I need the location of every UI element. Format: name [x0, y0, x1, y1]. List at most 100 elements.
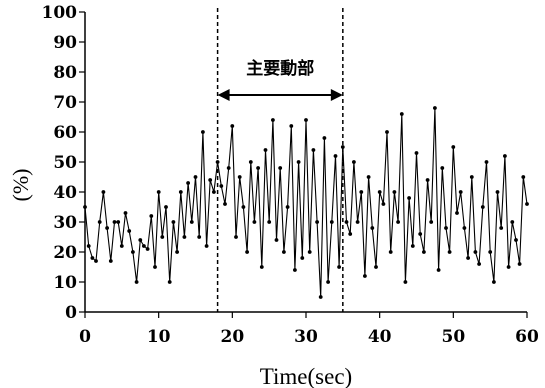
y-tick-label: 40 [53, 183, 77, 203]
data-point [499, 226, 504, 230]
data-point [359, 190, 364, 194]
data-point [392, 190, 397, 194]
data-point [86, 244, 91, 248]
data-point [189, 220, 194, 224]
data-point [182, 235, 187, 239]
data-point [455, 211, 459, 215]
x-axis-label: Time(sec) [260, 364, 352, 388]
y-tick-label: 60 [53, 123, 77, 143]
data-point [97, 220, 102, 224]
data-point [396, 220, 400, 224]
data-point [311, 148, 316, 152]
data-point [101, 190, 106, 194]
x-tick-label: 20 [220, 327, 244, 347]
data-point [256, 166, 260, 170]
annotation-label: 主要動部 [246, 58, 314, 79]
data-point [458, 190, 463, 194]
data-point [370, 226, 375, 230]
data-point [451, 145, 456, 149]
data-point [363, 274, 367, 278]
data-point [112, 220, 117, 224]
x-tick-label: 50 [441, 327, 465, 347]
data-point [333, 154, 338, 158]
data-point [131, 250, 135, 254]
data-point [422, 250, 426, 254]
y-tick-label: 10 [53, 273, 77, 293]
data-point [385, 130, 389, 134]
data-point [503, 154, 507, 158]
data-point [466, 256, 470, 260]
data-point [178, 190, 183, 194]
data-point [90, 256, 95, 260]
data-point [326, 280, 330, 284]
data-point [414, 151, 419, 155]
data-point [525, 202, 529, 206]
data-point [300, 256, 305, 260]
data-point [94, 259, 98, 263]
data-point [462, 226, 467, 230]
y-axis-label: (%) [8, 169, 33, 202]
data-point [193, 175, 198, 179]
data-point [521, 175, 526, 179]
data-point [197, 235, 202, 239]
data-point [271, 118, 275, 122]
data-point [171, 220, 176, 224]
data-point [116, 220, 121, 224]
data-point [388, 250, 393, 254]
data-point [473, 250, 478, 254]
x-tick-label: 10 [147, 327, 171, 347]
x-tick-label: 40 [368, 327, 392, 347]
y-tick-label: 90 [53, 33, 77, 53]
data-point [399, 112, 404, 116]
x-tick-label: 30 [294, 327, 318, 347]
data-point [156, 190, 161, 194]
data-point [208, 178, 213, 182]
data-point [219, 184, 224, 188]
data-point [237, 175, 242, 179]
data-point [175, 250, 180, 254]
data-point [480, 205, 485, 209]
data-point [425, 178, 430, 182]
data-point [285, 205, 290, 209]
data-point [241, 205, 246, 209]
y-tick-label: 50 [53, 153, 77, 173]
data-point [304, 118, 308, 122]
annotation-group [216, 8, 344, 312]
data-point [366, 175, 371, 179]
data-point [418, 232, 423, 236]
data-point [108, 259, 113, 263]
data-point [492, 280, 496, 284]
data-point [447, 250, 452, 254]
data-point [377, 190, 382, 194]
data-point [230, 124, 235, 128]
data-point [352, 160, 356, 164]
y-tick-label: 0 [65, 303, 77, 323]
data-point [105, 226, 109, 230]
data-point [488, 250, 493, 254]
y-tick-label: 80 [53, 63, 77, 83]
data-point [282, 250, 286, 254]
axes: 0 10 20 30 40 50 60 70 80 90 100 0 10 20 30 40 50 60 [42, 3, 539, 347]
data-point [514, 238, 518, 242]
data-point [248, 160, 253, 164]
data-point [274, 238, 279, 242]
data-point [142, 244, 146, 248]
y-tick-label: 100 [42, 3, 78, 23]
data-point [153, 265, 157, 269]
data-point [436, 268, 441, 272]
annotation-arrow-left-head [217, 89, 230, 101]
data-point [149, 214, 154, 218]
data-point [160, 235, 165, 239]
data-point [252, 220, 257, 224]
data-point [307, 250, 312, 254]
data-point [340, 145, 345, 149]
data-point [212, 190, 216, 194]
data-point [201, 130, 205, 134]
data-point [145, 247, 150, 251]
data-point [293, 268, 297, 272]
data-point [348, 232, 353, 236]
data-point [138, 238, 143, 242]
data-point [322, 136, 327, 140]
series-line [84, 107, 528, 298]
